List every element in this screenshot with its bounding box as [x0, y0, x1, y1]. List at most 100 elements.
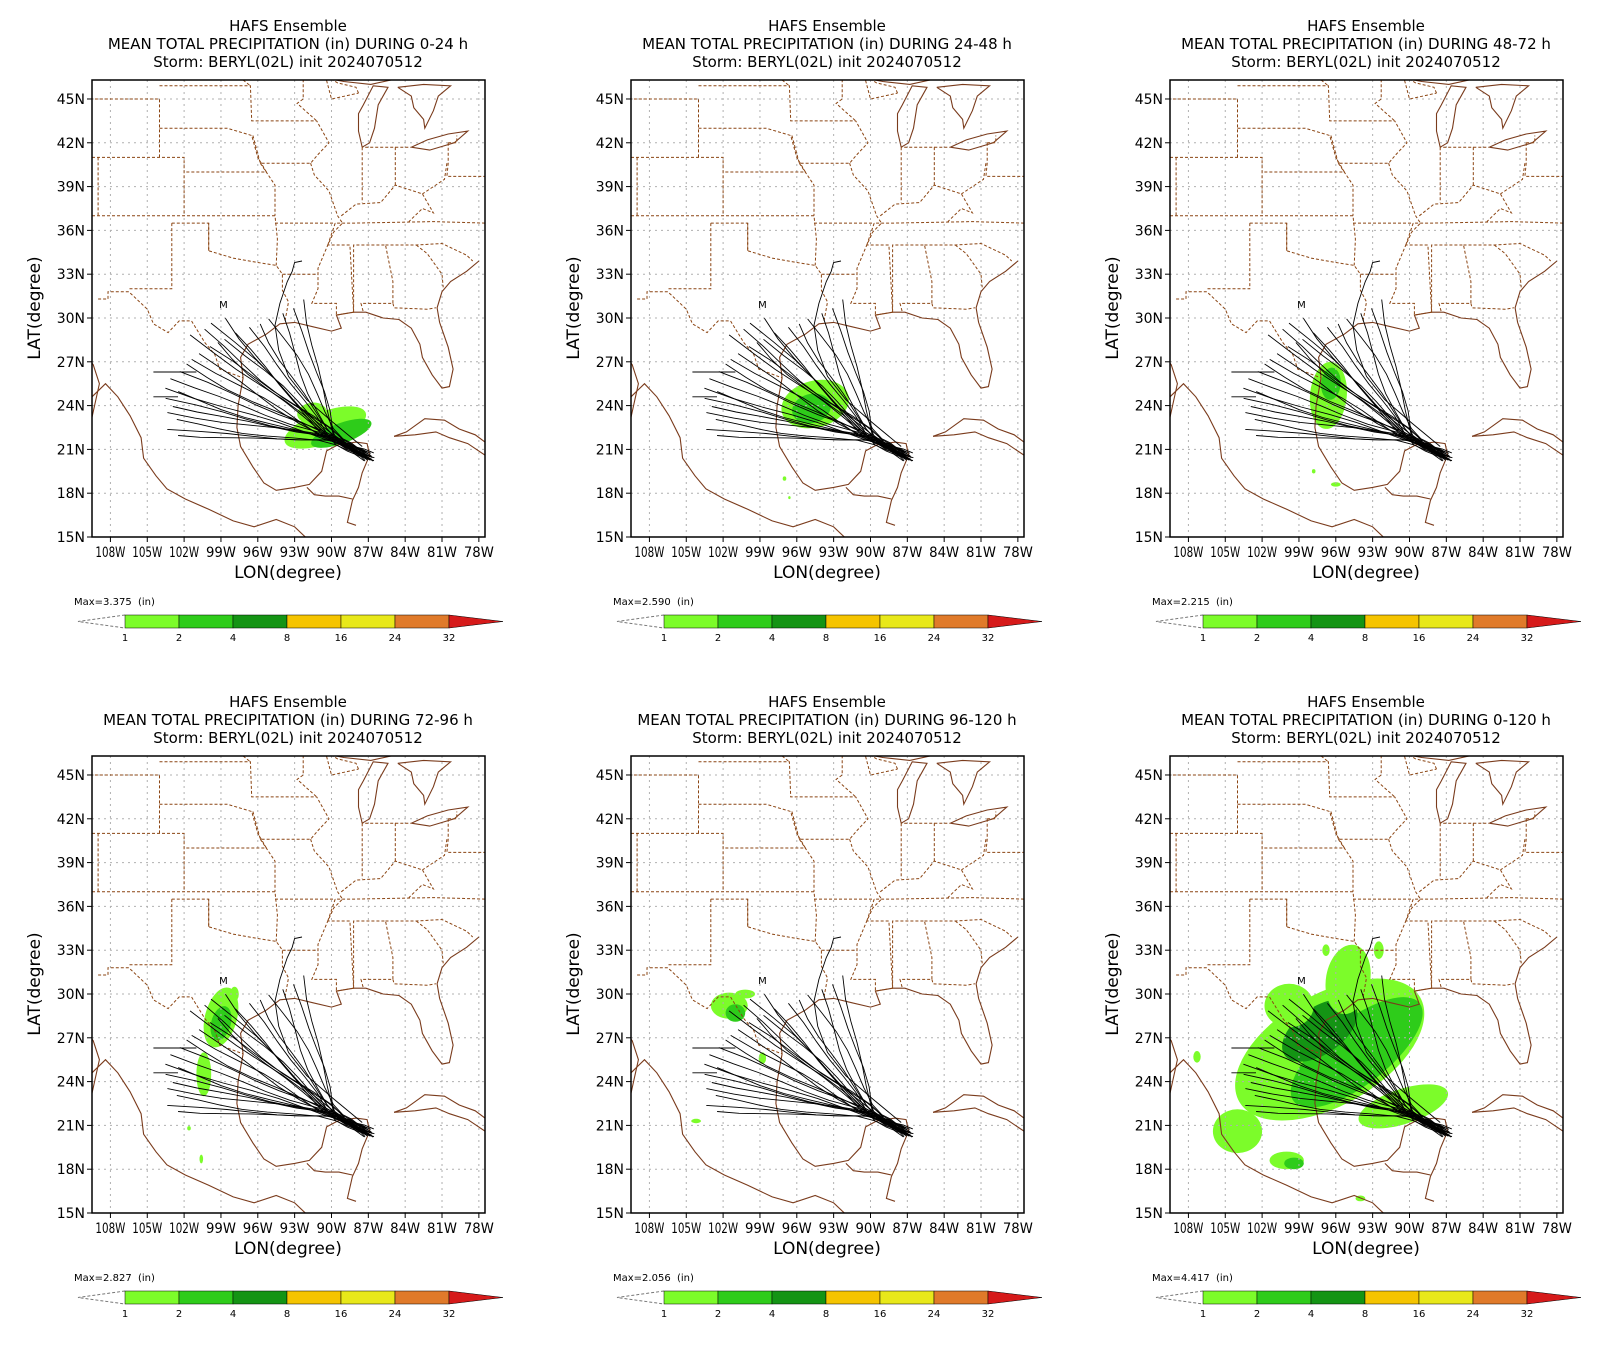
- state-border: [1431, 920, 1472, 989]
- state-border: [1526, 135, 1536, 144]
- max-value: Max=2.056: [613, 1273, 671, 1284]
- lat-tick-label: 45N: [596, 92, 624, 108]
- panel-title-line: Storm: BERYL(02L) init 2024070512: [692, 53, 962, 71]
- state-border: [362, 146, 396, 186]
- state-border: [296, 80, 318, 122]
- colorbar-label: 24: [928, 1309, 941, 1320]
- ensemble-track: [1288, 998, 1451, 1136]
- lat-tick-label: 21N: [57, 442, 85, 458]
- colorbar-label: 24: [1467, 1309, 1480, 1320]
- map-frame: [91, 79, 486, 538]
- ensemble-track: [1352, 936, 1441, 1123]
- x-axis-label: LON(degree): [1312, 563, 1420, 583]
- lat-tick-label: 21N: [596, 1118, 624, 1134]
- colorbar-segment: [340, 1290, 396, 1305]
- state-border: [331, 756, 359, 770]
- panel-title-line: MEAN TOTAL PRECIPITATION (in) DURING 48-…: [1181, 35, 1551, 53]
- lon-tick-label: 105W: [671, 1221, 701, 1237]
- state-border: [931, 979, 975, 986]
- x-axis-label: LON(degree): [773, 563, 881, 583]
- state-border: [1440, 146, 1474, 186]
- colorbar-segment: [933, 614, 989, 629]
- precip-area: [196, 1052, 212, 1097]
- ensemble-track: [274, 260, 363, 447]
- lat-tick-label: 42N: [1135, 812, 1163, 828]
- coastline: [306, 1163, 353, 1176]
- ensemble-track: [704, 397, 908, 460]
- precip-area: [199, 1154, 204, 1164]
- y-axis-label: LAT(degree): [1103, 932, 1123, 1035]
- ensemble-track: [743, 1004, 904, 1138]
- colorbar-segment: [1310, 614, 1366, 629]
- coastline: [1384, 1163, 1431, 1176]
- lat-tick-label: 42N: [57, 812, 85, 828]
- ensemble-track: [1282, 328, 1443, 462]
- state-border: [422, 163, 448, 195]
- panel-title-line: Storm: BERYL(02L) init 2024070512: [1231, 729, 1501, 747]
- map-area: M: [1170, 80, 1563, 537]
- ensemble-track: [176, 418, 375, 462]
- state-border: [1524, 818, 1563, 853]
- lon-tick-label: 96W: [1321, 1221, 1351, 1237]
- lat-tick-label: 45N: [1135, 92, 1163, 108]
- lon-tick-label: 81W: [966, 1221, 996, 1237]
- lake-outline: [397, 83, 453, 131]
- state-border: [781, 756, 790, 763]
- colorbar-label: 32: [1521, 633, 1534, 644]
- lon-tick-label: 96W: [782, 545, 812, 561]
- ensemble-track: [1245, 412, 1444, 453]
- panel-title-line: HAFS Ensemble: [229, 17, 347, 35]
- lake-outline: [1435, 85, 1467, 148]
- lake-outline: [936, 83, 992, 131]
- lat-tick-label: 39N: [1135, 856, 1163, 872]
- coastline: [779, 936, 1019, 1065]
- lat-tick-label: 24N: [596, 1075, 624, 1091]
- state-border: [127, 223, 173, 290]
- coastline: [1170, 382, 1385, 537]
- colorbar-label: 16: [1413, 633, 1426, 644]
- colorbar-label: 2: [1254, 1309, 1260, 1320]
- state-border: [666, 223, 712, 290]
- coastline: [775, 377, 910, 526]
- colorbar-segment: [717, 614, 773, 629]
- lat-tick-label: 33N: [1135, 943, 1163, 959]
- state-border: [1176, 967, 1322, 1055]
- track-marker: M: [219, 976, 228, 987]
- lake-outline: [357, 761, 389, 824]
- coastline: [394, 431, 485, 456]
- colorbar-segment: [879, 614, 935, 629]
- lat-tick-label: 39N: [57, 180, 85, 196]
- lat-tick-label: 45N: [57, 768, 85, 784]
- ensemble-track: [1346, 994, 1444, 1131]
- colorbar-label: 24: [1467, 633, 1480, 644]
- panel-title-line: MEAN TOTAL PRECIPITATION (in) DURING 96-…: [637, 711, 1016, 729]
- state-border: [864, 756, 898, 776]
- precip-area: [1284, 1157, 1304, 1170]
- state-border: [92, 156, 185, 216]
- lon-tick-label: 105W: [132, 545, 162, 561]
- state-border: [791, 796, 869, 840]
- ensemble-track: [189, 1010, 369, 1129]
- lon-tick-label: 93W: [280, 545, 310, 561]
- state-border: [892, 920, 933, 989]
- lat-tick-label: 36N: [596, 223, 624, 239]
- coastline: [1318, 936, 1558, 1065]
- colorbar-label: 2: [176, 1309, 182, 1320]
- lon-tick-label: 108W: [634, 1221, 664, 1237]
- lon-tick-label: 81W: [966, 545, 996, 561]
- lat-tick-label: 30N: [57, 987, 85, 1003]
- lon-tick-label: 81W: [427, 1221, 457, 1237]
- y-axis-label: LAT(degree): [25, 932, 45, 1035]
- lon-tick-label: 108W: [1173, 1221, 1203, 1237]
- lon-tick-label: 102W: [708, 1221, 738, 1237]
- coastline: [1471, 418, 1563, 443]
- state-border: [1470, 303, 1514, 310]
- state-border: [252, 120, 330, 164]
- lat-tick-label: 21N: [596, 442, 624, 458]
- state-border: [1337, 162, 1354, 216]
- state-border: [1374, 80, 1396, 122]
- state-border: [870, 80, 898, 94]
